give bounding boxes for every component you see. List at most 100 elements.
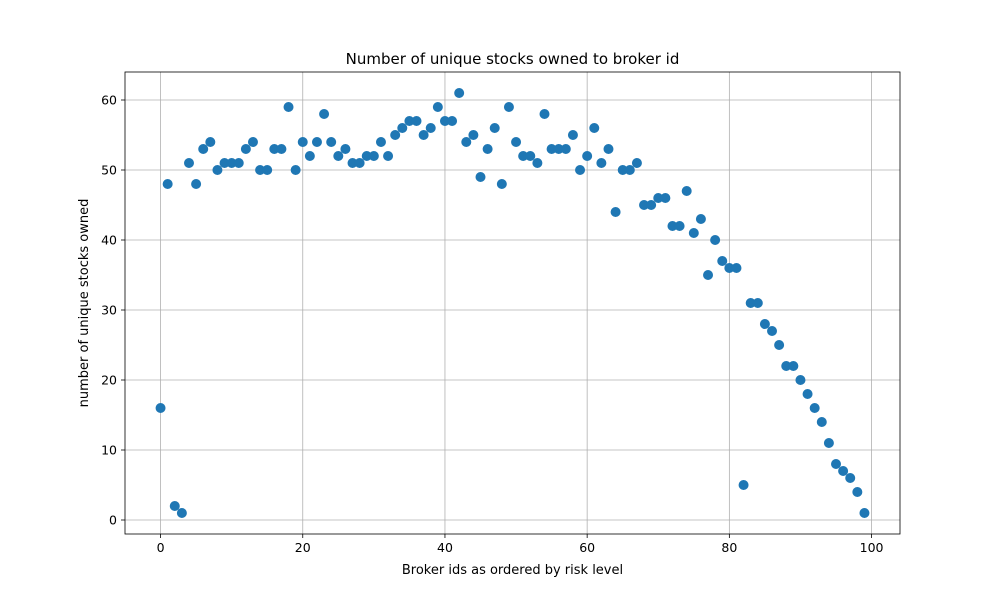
data-point bbox=[319, 109, 330, 119]
data-point bbox=[205, 137, 216, 147]
data-point bbox=[546, 144, 557, 154]
data-point bbox=[169, 501, 180, 511]
data-point bbox=[375, 137, 386, 147]
data-point bbox=[183, 158, 194, 168]
data-point bbox=[176, 508, 187, 518]
data-point bbox=[795, 375, 806, 385]
data-point bbox=[326, 137, 337, 147]
data-point bbox=[397, 123, 408, 133]
data-point bbox=[610, 207, 621, 217]
data-points bbox=[155, 88, 870, 518]
data-point bbox=[802, 389, 813, 399]
data-point bbox=[269, 144, 280, 154]
data-point bbox=[646, 200, 657, 210]
data-point bbox=[859, 508, 870, 518]
y-tick-label: 40 bbox=[101, 233, 117, 248]
x-tick-label: 20 bbox=[295, 540, 311, 555]
data-point bbox=[660, 193, 671, 203]
data-point bbox=[745, 298, 756, 308]
data-point bbox=[596, 158, 607, 168]
y-tick-label: 50 bbox=[101, 163, 117, 178]
data-point bbox=[155, 403, 166, 413]
data-point bbox=[447, 116, 458, 126]
data-point bbox=[219, 158, 230, 168]
data-point bbox=[475, 172, 486, 182]
data-point bbox=[831, 459, 842, 469]
data-point bbox=[191, 179, 202, 189]
data-point bbox=[717, 256, 728, 266]
data-point bbox=[311, 137, 322, 147]
x-tick-label: 80 bbox=[721, 540, 737, 555]
y-tick-label: 10 bbox=[101, 443, 117, 458]
data-point bbox=[247, 137, 258, 147]
data-point bbox=[767, 326, 778, 336]
data-point bbox=[439, 116, 450, 126]
data-point bbox=[304, 151, 315, 161]
data-point bbox=[198, 144, 209, 154]
y-tick-label: 0 bbox=[109, 513, 117, 528]
data-point bbox=[582, 151, 593, 161]
data-point bbox=[255, 165, 266, 175]
data-point bbox=[411, 116, 422, 126]
data-point bbox=[653, 193, 664, 203]
data-point bbox=[525, 151, 536, 161]
data-point bbox=[511, 137, 522, 147]
data-point bbox=[454, 88, 465, 98]
data-point bbox=[489, 123, 500, 133]
data-point bbox=[276, 144, 287, 154]
data-point bbox=[731, 263, 742, 273]
data-point bbox=[603, 144, 614, 154]
data-point bbox=[703, 270, 714, 280]
data-point bbox=[639, 200, 650, 210]
data-point bbox=[631, 158, 642, 168]
data-point bbox=[482, 144, 493, 154]
data-point bbox=[759, 319, 770, 329]
data-point bbox=[518, 151, 529, 161]
data-point bbox=[774, 340, 785, 350]
data-point bbox=[496, 179, 507, 189]
data-point bbox=[347, 158, 358, 168]
data-point bbox=[290, 165, 301, 175]
chart-title: Number of unique stocks owned to broker … bbox=[346, 50, 680, 68]
data-point bbox=[781, 361, 792, 371]
data-point bbox=[823, 438, 834, 448]
data-point bbox=[468, 130, 479, 140]
data-point bbox=[432, 102, 443, 112]
x-axis-label: Broker ids as ordered by risk level bbox=[402, 563, 623, 578]
data-point bbox=[539, 109, 550, 119]
data-point bbox=[688, 228, 699, 238]
data-point bbox=[724, 263, 735, 273]
data-point bbox=[738, 480, 749, 490]
data-point bbox=[816, 417, 827, 427]
data-point bbox=[354, 158, 365, 168]
data-point bbox=[575, 165, 586, 175]
y-tick-label: 30 bbox=[101, 303, 117, 318]
data-point bbox=[212, 165, 223, 175]
data-point bbox=[390, 130, 401, 140]
x-tick-label: 40 bbox=[437, 540, 453, 555]
axis-ticks: 0 20 40 60 80 100 0 10 20 30 40 50 60 bbox=[101, 93, 883, 556]
data-point bbox=[752, 298, 763, 308]
data-point bbox=[624, 165, 635, 175]
plot-frame bbox=[124, 71, 901, 535]
data-point bbox=[589, 123, 600, 133]
data-point bbox=[788, 361, 799, 371]
data-point bbox=[340, 144, 351, 154]
y-axis-label: number of unique stocks owned bbox=[77, 199, 92, 408]
data-point bbox=[383, 151, 394, 161]
data-point bbox=[361, 151, 372, 161]
data-point bbox=[852, 487, 863, 497]
x-tick-label: 60 bbox=[579, 540, 595, 555]
data-point bbox=[226, 158, 237, 168]
data-point bbox=[503, 102, 514, 112]
data-point bbox=[262, 165, 273, 175]
data-point bbox=[162, 179, 173, 189]
data-point bbox=[567, 130, 578, 140]
data-point bbox=[809, 403, 820, 413]
data-point bbox=[681, 186, 692, 196]
x-tick-label: 100 bbox=[860, 540, 884, 555]
data-point bbox=[418, 130, 429, 140]
data-point bbox=[368, 151, 379, 161]
data-point bbox=[240, 144, 251, 154]
